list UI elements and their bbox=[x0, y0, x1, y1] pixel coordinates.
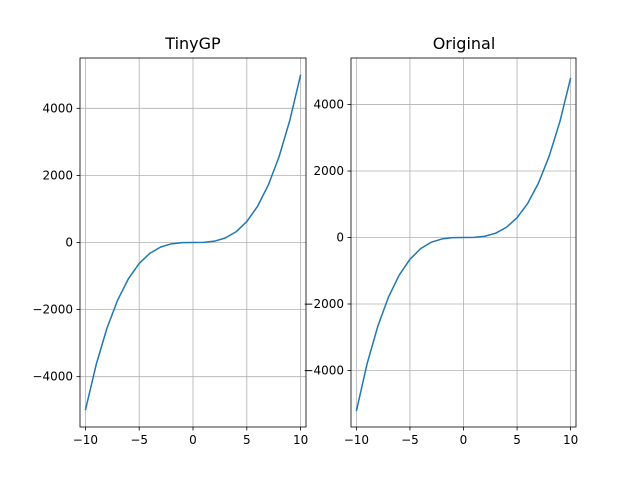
x-tick-label: −10 bbox=[344, 433, 369, 447]
x-tick-label: 10 bbox=[563, 433, 578, 447]
x-tick-label: 10 bbox=[293, 433, 308, 447]
y-tick-label: 4000 bbox=[313, 98, 344, 112]
x-tick-label: 5 bbox=[513, 433, 521, 447]
subplot-original: Original −10 −5 0 5 10 −4000 −2000 0 2000 4000 bbox=[303, 34, 578, 447]
y-tick-label: −2000 bbox=[303, 297, 344, 311]
y-tick-label: −4000 bbox=[303, 363, 344, 377]
y-tick-label: 4000 bbox=[42, 101, 73, 115]
x-tick-label: −5 bbox=[130, 433, 148, 447]
x-tick-label: 5 bbox=[243, 433, 251, 447]
series-line bbox=[84, 74, 302, 411]
x-tick-label: 0 bbox=[460, 433, 468, 447]
y-tick-label: −2000 bbox=[32, 303, 73, 317]
y-tick-label: 2000 bbox=[313, 164, 344, 178]
x-tick-label: −5 bbox=[401, 433, 419, 447]
x-tick-label: 0 bbox=[189, 433, 197, 447]
y-tick-label: 2000 bbox=[42, 168, 73, 182]
subplot-title: TinyGP bbox=[164, 34, 221, 53]
series-line bbox=[355, 77, 572, 412]
y-tick-label: 0 bbox=[65, 236, 73, 250]
y-tick-label: −4000 bbox=[32, 370, 73, 384]
subplot-title: Original bbox=[433, 34, 496, 53]
x-tick-label: −10 bbox=[73, 433, 98, 447]
subplot-tinygp: TinyGP −10 −5 0 5 10 −4000 −2000 0 2000 4000 bbox=[32, 34, 308, 447]
y-tick-label: 0 bbox=[336, 231, 344, 245]
